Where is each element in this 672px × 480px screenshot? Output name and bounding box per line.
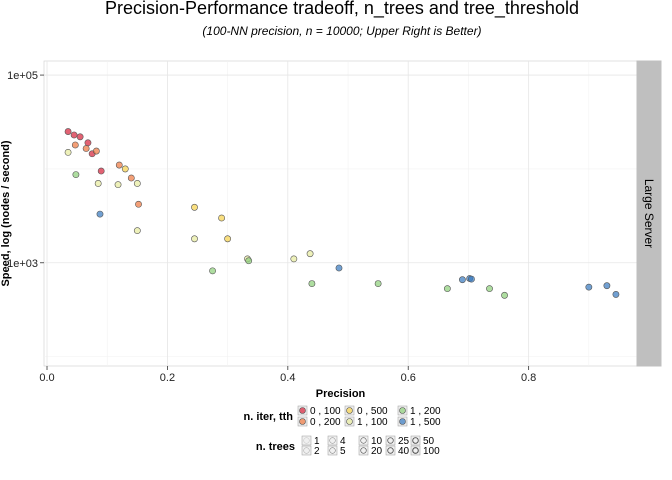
data-point-1-200: [374, 280, 382, 287]
data-point-0-500: [224, 235, 232, 243]
legend-key-0-200: [299, 418, 306, 425]
legend-size-key-box: [301, 435, 312, 446]
legend-size-label: 1: [314, 436, 320, 447]
data-point-1-500: [96, 210, 104, 218]
legend-key-1-200: [399, 407, 406, 414]
legend-key-1-500: [399, 418, 406, 425]
legend-size-title: n. trees: [256, 441, 295, 453]
data-point-1-200: [443, 285, 451, 293]
data-point-1-100: [94, 180, 102, 187]
data-point-1-100: [191, 235, 198, 243]
legend-color-label: 1 , 500: [410, 417, 441, 428]
legend-size-label: 40: [398, 446, 410, 457]
data-point-0-200: [115, 161, 123, 169]
data-point-0-200: [127, 174, 135, 182]
legend-size-key-box: [327, 435, 338, 446]
data-point-1-100: [306, 250, 314, 258]
y-tick-label: 1e+03: [7, 258, 38, 270]
legend-size-key: [360, 447, 367, 454]
legend-size-key: [387, 437, 394, 444]
legend-size-label: 5: [340, 446, 346, 457]
data-point-1-200: [486, 285, 493, 293]
data-points: [64, 128, 620, 299]
x-tick-label: 0.2: [160, 372, 175, 384]
chart-title: Precision-Performance tradeoff, n_trees …: [105, 0, 579, 19]
legend-color-label: 0 , 200: [310, 417, 341, 428]
chart-subtitle: (100-NN precision, n = 10000; Upper Righ…: [202, 24, 481, 38]
data-point-0-100: [97, 167, 105, 175]
legend-color-label: 0 , 100: [310, 406, 341, 417]
legend-color-label: 0 , 500: [357, 406, 388, 417]
data-point-0-200: [92, 147, 100, 155]
data-point-1-200: [308, 280, 316, 287]
legend-size-key-box: [301, 445, 312, 456]
legend-size-key-box: [358, 445, 369, 456]
plot-panel: [43, 60, 638, 367]
legend-key-0-500: [346, 407, 353, 414]
legend-size-key: [387, 447, 394, 454]
data-point-1-500: [335, 264, 343, 272]
legend-size-key-box: [327, 445, 338, 456]
x-tick-label: 0.4: [280, 372, 295, 384]
legend-key-0-100: [299, 407, 306, 414]
legend-size-key: [329, 437, 336, 444]
data-point-0-200: [82, 145, 90, 152]
data-point-1-200: [245, 257, 253, 265]
data-point-0-100: [76, 133, 84, 141]
y-axis-title: Speed, log (nodes / second): [0, 140, 12, 286]
legend-size-label: 2: [314, 446, 320, 457]
data-point-1-100: [114, 181, 122, 189]
legend-size-key: [360, 437, 367, 444]
legend-size-key: [303, 447, 310, 454]
data-point-0-500: [218, 214, 225, 222]
legend-size-key-box: [410, 435, 421, 446]
data-point-1-100: [133, 227, 141, 235]
legend-color-label: 1 , 200: [410, 406, 441, 417]
legend-size-label: 25: [398, 436, 410, 447]
data-point-1-200: [72, 171, 80, 178]
data-point-1-100: [64, 148, 72, 156]
data-point-0-100: [84, 139, 92, 147]
data-point-1-200: [501, 291, 508, 299]
legend-size-label: 50: [423, 436, 435, 447]
x-tick-label: 0.6: [401, 372, 416, 384]
x-tick-label: 0.8: [521, 372, 536, 384]
data-point-1-500: [468, 275, 475, 283]
data-point-1-500: [459, 276, 466, 284]
data-point-1-500: [585, 283, 593, 291]
legend-size-label: 4: [340, 436, 346, 447]
legend-size-key-box: [385, 435, 396, 446]
x-axis-title: Precision: [316, 388, 366, 400]
x-tick-label: 0.0: [39, 372, 54, 384]
data-point-1-100: [290, 255, 298, 263]
data-point-0-100: [70, 131, 78, 139]
legend-size-key: [412, 437, 419, 444]
data-point-1-200: [209, 267, 216, 275]
legend-size-label: 10: [371, 436, 383, 447]
data-point-1-100: [133, 180, 141, 187]
legend-size-key: [303, 437, 310, 444]
legend-size-key-box: [410, 445, 421, 456]
data-point-0-500: [191, 203, 198, 211]
data-point-0-200: [135, 200, 142, 208]
legend-key-1-100: [346, 418, 353, 425]
legend-size-label: 20: [371, 446, 383, 457]
legend-color-title: n. iter, tth: [244, 411, 294, 423]
data-point-0-100: [64, 128, 72, 135]
data-point-1-500: [603, 282, 611, 290]
legend-size-key-box: [385, 445, 396, 456]
legend-size-key-box: [358, 435, 369, 446]
legend-color-label: 1 , 100: [357, 417, 388, 428]
legend-size-label: 100: [423, 446, 440, 457]
data-point-0-500: [121, 165, 129, 173]
data-point-1-500: [612, 291, 620, 298]
y-tick-label: 1e+05: [7, 70, 38, 82]
data-point-0-200: [71, 141, 79, 149]
legend-size-key: [412, 447, 419, 454]
legend-size-key: [329, 447, 336, 454]
facet-strip-label: Large Server: [642, 179, 656, 248]
facet-strip: [636, 60, 662, 367]
